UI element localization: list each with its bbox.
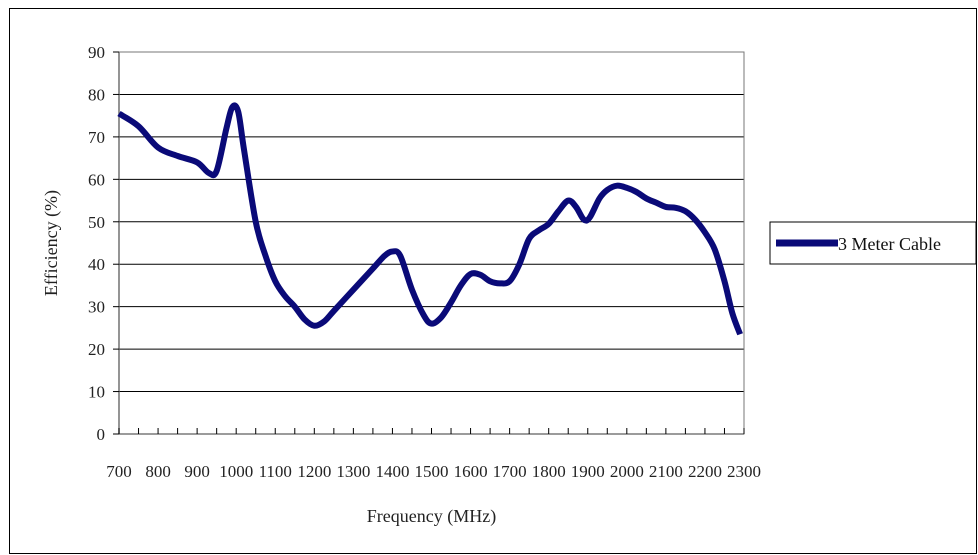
x-tick-label: 800 [145,462,171,481]
x-tick-label: 2000 [610,462,644,481]
y-tick-label: 50 [88,213,105,232]
y-tick-label: 0 [97,425,106,444]
x-tick-label: 1600 [454,462,488,481]
x-tick-label: 2200 [688,462,722,481]
legend-label: 3 Meter Cable [838,234,941,254]
y-tick-label: 90 [88,43,105,62]
x-tick-label: 1100 [259,462,292,481]
x-tick-label: 1400 [375,462,409,481]
x-tick-label: 1800 [532,462,566,481]
series-line [117,102,743,336]
grid-layer [118,51,744,435]
y-tick-label: 10 [88,383,105,402]
y-tick-label: 80 [88,85,105,104]
series-layer [117,102,743,336]
x-tick-label: 1300 [336,462,370,481]
plot-area [118,51,745,435]
x-tick-label: 1500 [415,462,449,481]
x-tick-label: 1000 [219,462,253,481]
x-tick-label: 1900 [571,462,605,481]
y-tick-label: 60 [88,170,105,189]
y-tick-label: 70 [88,128,105,147]
y-tick-label: 30 [88,298,105,317]
x-tick-label: 900 [184,462,210,481]
legend: 3 Meter Cable [769,221,977,265]
y-tick-label: 40 [88,255,105,274]
x-tick-marks [118,428,745,434]
y-tick-labels: 0 10 20 30 40 50 60 70 80 90 [88,43,105,444]
x-tick-label: 2100 [649,462,683,481]
x-tick-label: 1700 [493,462,527,481]
x-tick-labels: 700 800 900 1000 1100 1200 1300 1400 1500 1600 170… [106,462,761,481]
x-tick-label: 1200 [297,462,331,481]
y-axis-title: Efficiency (%) [41,190,62,296]
x-tick-label: 2300 [727,462,761,481]
y-tick-label: 20 [88,340,105,359]
y-tick-marks [113,51,119,435]
x-axis-title: Frequency (MHz) [367,506,496,527]
x-tick-label: 700 [106,462,132,481]
